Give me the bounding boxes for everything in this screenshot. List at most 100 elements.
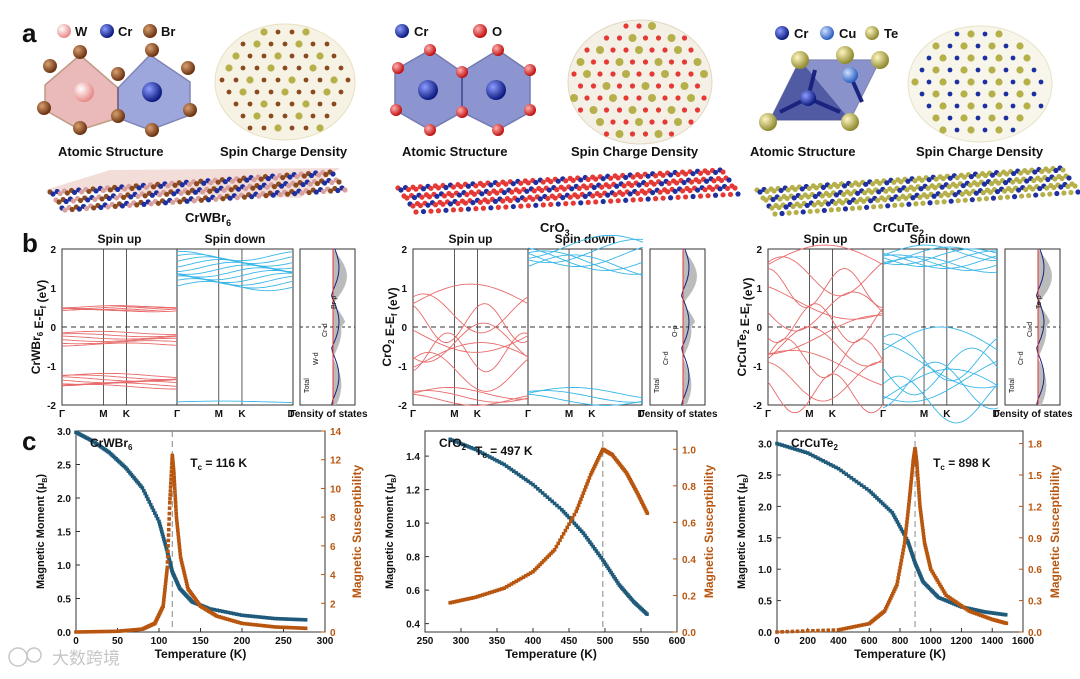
spin-down-band [176, 253, 293, 264]
spin-up-band [61, 383, 177, 390]
spin-down-band [882, 361, 999, 410]
data-point [883, 607, 888, 611]
spin-down-band [882, 256, 999, 273]
spin-down-title: Spin down [910, 232, 971, 246]
data-point [514, 471, 518, 475]
data-point [907, 496, 912, 500]
data-point [158, 524, 163, 529]
data-point [185, 584, 190, 589]
watermark-logo-icon [8, 647, 28, 667]
spin-down-band [882, 246, 999, 263]
data-point [295, 626, 300, 630]
data-point [507, 466, 511, 470]
data-point [469, 596, 473, 600]
data-point [908, 486, 913, 491]
data-point [298, 626, 302, 630]
x-tick-label: 0 [73, 636, 79, 647]
data-point [292, 617, 297, 622]
data-point [157, 522, 162, 526]
data-point [141, 488, 146, 493]
data-point [163, 542, 168, 546]
data-point [641, 502, 645, 506]
spin-up-band [61, 374, 177, 381]
data-point [780, 630, 784, 634]
data-point [473, 595, 478, 600]
y-tick-label: 1.4 [406, 452, 420, 463]
data-point [795, 629, 800, 634]
data-point [478, 593, 482, 598]
data-point [908, 492, 912, 497]
spin-up-band [767, 256, 884, 297]
data-point [936, 595, 941, 600]
data-point [126, 628, 130, 633]
data-point [223, 610, 228, 614]
data-point [225, 617, 230, 621]
data-point [910, 467, 915, 471]
data-point [976, 608, 981, 613]
band-ytick: -2 [47, 401, 56, 412]
moment-series [448, 437, 649, 616]
legend-cro3: Cr O [395, 24, 502, 39]
data-point [172, 479, 177, 484]
data-point [185, 581, 189, 586]
x-tick-label: 150 [192, 636, 209, 647]
y-axis-label: Magnetic Moment (μB) [384, 474, 398, 589]
spin-label-crcute2: Spin Charge Density [916, 144, 1044, 159]
spin-up-band [61, 335, 178, 340]
data-point [900, 551, 905, 556]
spin-density-crwbr6 [214, 23, 356, 141]
data-point [940, 597, 945, 601]
data-point [996, 611, 1000, 616]
data-point [180, 563, 185, 568]
data-point [292, 626, 297, 630]
data-point [227, 617, 232, 622]
data-point [168, 493, 173, 497]
data-point [941, 589, 946, 593]
data-point [588, 473, 593, 477]
data-point [902, 544, 906, 549]
data-point [882, 503, 887, 508]
data-point [236, 620, 240, 624]
data-point [259, 623, 264, 628]
data-point [490, 456, 494, 461]
y-tick-label: 3.0 [57, 427, 71, 438]
data-point [545, 555, 550, 559]
spin-down-title: Spin down [205, 232, 266, 246]
data-point [800, 449, 805, 454]
data-point [521, 476, 526, 480]
data-point [892, 589, 896, 594]
dos-legend-label: Br-p [331, 296, 338, 309]
data-point [162, 594, 166, 599]
data-point [890, 510, 895, 515]
data-point [276, 616, 280, 621]
data-point [908, 548, 913, 552]
data-point [844, 626, 848, 631]
data-point [922, 538, 927, 542]
data-point [555, 503, 559, 508]
data-point [157, 519, 161, 524]
data-point [233, 619, 238, 624]
data-point [939, 584, 943, 589]
data-point [816, 628, 820, 633]
data-point [163, 581, 168, 586]
dos-legend-label: Cr-d [1018, 351, 1025, 365]
k-label: Γ [525, 409, 531, 420]
data-point [169, 469, 174, 473]
spin-down-band [176, 250, 293, 262]
data-point [538, 562, 542, 567]
data-point [267, 616, 272, 620]
legend-label-cr: Cr [414, 24, 428, 39]
data-point [281, 625, 286, 630]
data-point [984, 610, 989, 614]
atomic-structure-cro3 [390, 44, 536, 136]
data-point [98, 629, 103, 634]
data-point [480, 451, 485, 455]
watermark-text: 大数跨境 [52, 649, 120, 669]
data-point [937, 582, 942, 587]
data-point [181, 568, 186, 573]
data-point [871, 492, 875, 497]
data-point [495, 458, 499, 463]
data-point [295, 617, 300, 622]
data-point [504, 584, 509, 589]
data-point [927, 560, 932, 565]
